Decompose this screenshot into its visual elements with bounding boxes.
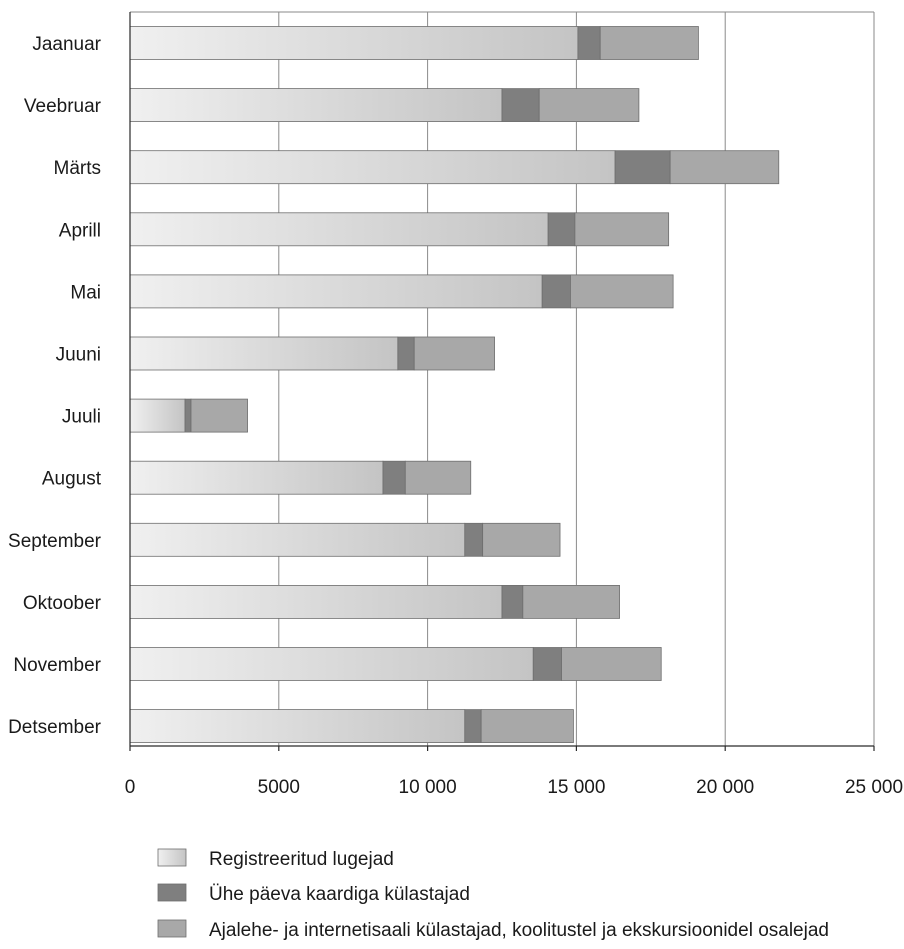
- category-label: Oktoober: [23, 593, 102, 614]
- x-tick-label: 0: [125, 777, 136, 798]
- bar-segment: [501, 88, 540, 122]
- x-tick-label: 15 000: [547, 777, 605, 798]
- bar-segment: [184, 398, 192, 433]
- x-tick-label: 5000: [258, 777, 300, 798]
- legend-swatch: [157, 919, 187, 938]
- bar-segment: [404, 460, 472, 495]
- category-label: Jaanuar: [32, 34, 101, 55]
- bar-segment: [129, 522, 466, 557]
- x-tick-label: 25 000: [845, 777, 903, 798]
- bar-segment: [464, 709, 482, 743]
- legend-label: Registreeritud lugejad: [209, 849, 394, 870]
- bar-segment: [413, 336, 495, 371]
- category-label: August: [42, 469, 102, 490]
- bar-segment: [574, 212, 670, 247]
- legend-label: Ajalehe- ja internetisaali külastajad, k…: [209, 920, 829, 941]
- bar-segment: [599, 26, 699, 60]
- category-label: Märts: [54, 158, 102, 179]
- bar-segment: [464, 522, 484, 557]
- bar-segment: [669, 150, 780, 185]
- category-label: Mai: [70, 282, 101, 303]
- bar-segment: [547, 212, 576, 247]
- bar-segment: [382, 460, 406, 495]
- bar-segment: [561, 647, 662, 681]
- category-label: Juuni: [56, 345, 101, 366]
- bar-segment: [570, 274, 674, 309]
- bar-segment: [577, 26, 601, 60]
- bar-segment: [501, 585, 524, 619]
- bar-segment: [482, 522, 561, 557]
- x-tick-label: 20 000: [696, 777, 754, 798]
- category-label: September: [8, 531, 102, 552]
- bar-segment: [129, 709, 466, 743]
- category-labels: Jaanuar Veebruar Märts Aprill Mai Juuni Juuli A…: [8, 34, 102, 738]
- bar-segment: [614, 150, 671, 185]
- bar-segment: [129, 150, 616, 185]
- bar-segment: [397, 336, 415, 371]
- bar-segment: [541, 274, 571, 309]
- bar-segment: [538, 88, 640, 122]
- grid-lines: [130, 11, 875, 746]
- bar-segment: [129, 647, 534, 681]
- legend-swatch: [157, 883, 187, 902]
- bar-segment: [129, 88, 503, 122]
- axes: [129, 12, 875, 751]
- bar-segment: [129, 585, 503, 619]
- x-tick-label: 10 000: [399, 777, 457, 798]
- bar-segment: [129, 274, 543, 309]
- legend: Registreeritud lugejad Ühe päeva kaardiga…: [157, 848, 829, 941]
- bar-segment: [532, 647, 562, 681]
- bar-segment: [129, 212, 549, 247]
- legend-swatch: [157, 848, 187, 867]
- category-label: Aprill: [59, 220, 101, 241]
- category-label: Detsember: [8, 717, 102, 738]
- bars: [129, 26, 780, 743]
- bar-segment: [129, 26, 579, 60]
- category-label: November: [13, 655, 101, 676]
- bar-segment: [190, 398, 248, 433]
- bar-segment: [129, 460, 384, 495]
- category-label: Juuli: [62, 407, 101, 428]
- bar-segment: [480, 709, 574, 743]
- bar-segment: [129, 336, 399, 371]
- bar-segment: [522, 585, 620, 619]
- category-label: Veebruar: [24, 96, 102, 117]
- x-tick-labels: 0 5000 10 000 15 000 20 000 25 000: [125, 777, 903, 798]
- bar-segment: [129, 398, 186, 433]
- legend-label: Ühe päeva kaardiga külastajad: [209, 884, 470, 905]
